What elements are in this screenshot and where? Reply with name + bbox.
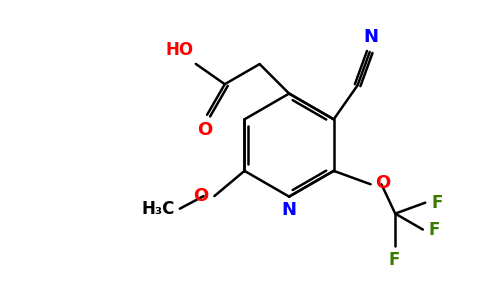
Text: N: N bbox=[363, 28, 378, 46]
Text: O: O bbox=[193, 187, 209, 205]
Text: HO: HO bbox=[165, 41, 194, 59]
Text: F: F bbox=[429, 220, 440, 238]
Text: O: O bbox=[376, 174, 391, 192]
Text: O: O bbox=[197, 121, 212, 139]
Text: F: F bbox=[389, 251, 400, 269]
Text: F: F bbox=[431, 194, 442, 212]
Text: H₃C: H₃C bbox=[141, 200, 175, 218]
Text: N: N bbox=[282, 200, 297, 218]
